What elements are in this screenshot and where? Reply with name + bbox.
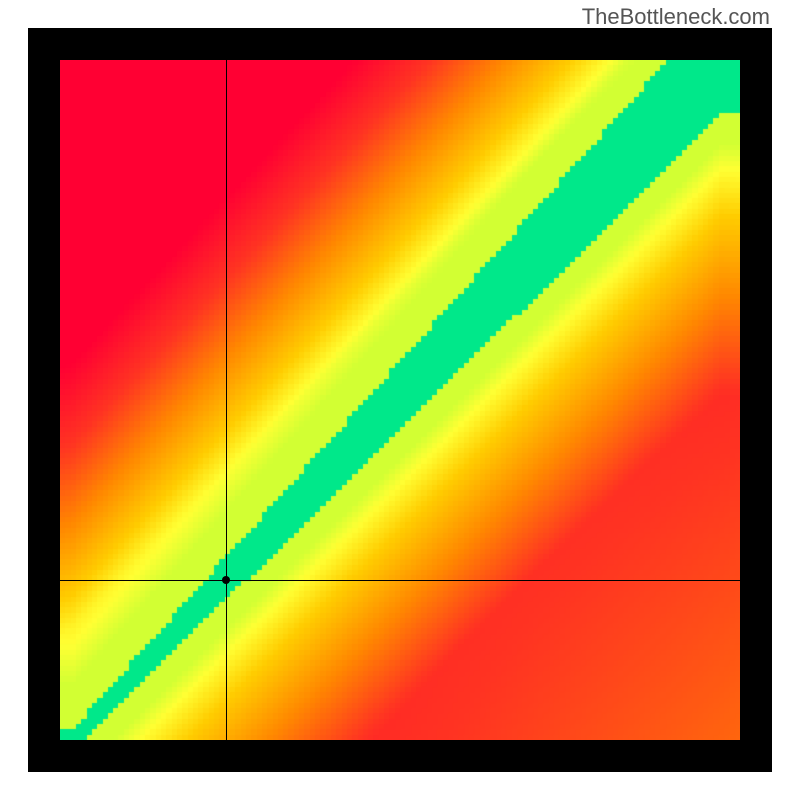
watermark-text: TheBottleneck.com — [582, 4, 770, 30]
bottleneck-heatmap — [60, 60, 740, 740]
chart-inner — [60, 60, 740, 740]
chart-frame — [28, 28, 772, 772]
